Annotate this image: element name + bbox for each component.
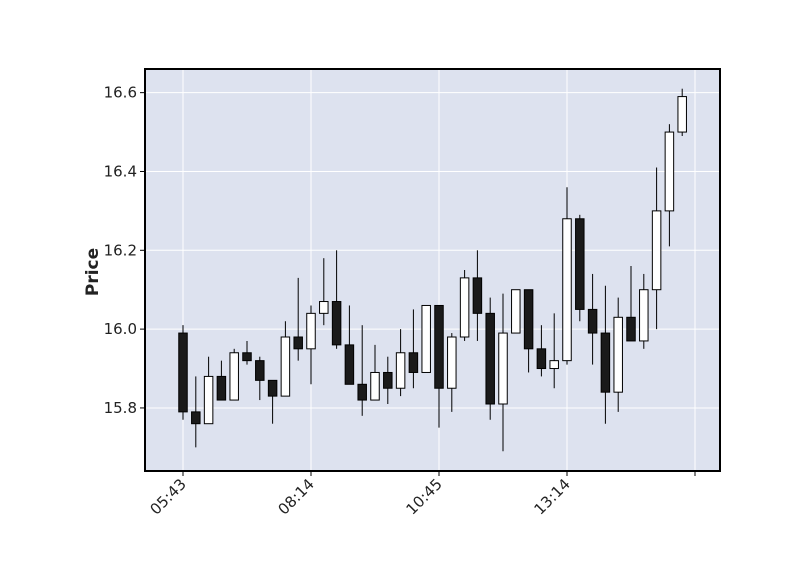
candle <box>664 124 675 247</box>
candle-body-up <box>664 131 675 212</box>
candle-body-down <box>255 360 265 381</box>
candle-body-down <box>216 375 227 401</box>
candle <box>293 277 303 361</box>
candle <box>677 88 687 136</box>
candle-body-down <box>536 348 547 370</box>
x-axis: 05:43 08:14 10:45 13:14 <box>147 471 696 518</box>
candle <box>626 266 636 342</box>
candle <box>280 321 291 397</box>
candle <box>575 214 585 322</box>
candle-body-up <box>562 218 572 362</box>
candle-body-down <box>600 332 611 393</box>
candle <box>536 325 547 377</box>
candles <box>178 88 687 452</box>
plot-frame <box>144 68 721 472</box>
candle-body-up <box>677 96 687 133</box>
candle <box>267 379 278 424</box>
candle-body-down <box>472 277 483 314</box>
candle <box>472 250 483 341</box>
candle <box>459 270 470 341</box>
candle <box>395 329 406 397</box>
candle <box>421 304 431 373</box>
candle-body-up <box>651 210 662 291</box>
candle-body-down <box>485 312 495 405</box>
candle-body-down <box>434 304 444 389</box>
candle-body-up <box>395 352 406 389</box>
y-tick-label: 16.0 <box>104 320 137 338</box>
candle <box>447 333 457 412</box>
candle-body-up <box>370 371 380 401</box>
candle <box>306 305 316 385</box>
candle-body-down <box>344 344 355 385</box>
candle <box>319 258 329 326</box>
candle-body-up <box>447 336 457 389</box>
candle-body-up <box>203 375 214 425</box>
candle-body-down <box>626 316 636 342</box>
candle <box>370 344 380 401</box>
candle <box>191 376 201 448</box>
candle-body-up <box>280 336 291 397</box>
candle <box>357 325 367 416</box>
candle <box>216 360 227 401</box>
candle-body-up <box>613 316 623 393</box>
candle <box>600 285 611 424</box>
candle <box>331 250 342 349</box>
candle-body-up <box>306 312 316 350</box>
candle <box>255 356 265 401</box>
candle-body-down <box>242 352 252 362</box>
candle-body-down <box>357 383 367 401</box>
y-tick-label: 15.8 <box>104 399 137 417</box>
plot-background <box>145 69 720 471</box>
candle-body-down <box>191 411 201 425</box>
candle-body-down <box>408 352 419 373</box>
candle <box>549 313 559 389</box>
candle <box>203 356 214 425</box>
x-tick-label: 10:45 <box>403 475 446 518</box>
candle-body-up <box>319 301 329 314</box>
candle <box>178 325 188 420</box>
candle <box>344 305 355 385</box>
candle <box>498 293 508 452</box>
y-tick-label: 16.4 <box>104 162 137 180</box>
candle-body-down <box>523 289 534 350</box>
candle <box>485 297 495 420</box>
x-tick-label: 08:14 <box>275 475 318 518</box>
candle <box>511 289 521 334</box>
candle-body-up <box>459 277 470 338</box>
candle <box>562 187 572 365</box>
candle-body-up <box>639 289 649 342</box>
x-tick-label: 13:14 <box>531 475 574 518</box>
x-tick-label: 05:43 <box>147 475 190 518</box>
candle <box>242 340 252 365</box>
candle-body-down <box>267 379 278 397</box>
y-axis-label: Price <box>83 248 103 296</box>
candle <box>408 309 419 389</box>
candle-body-down <box>331 301 342 346</box>
candle-body-down <box>383 371 393 389</box>
candle <box>523 289 534 373</box>
candle <box>639 273 649 349</box>
candle <box>651 167 662 330</box>
candle-body-down <box>293 336 303 350</box>
y-tick-label: 16.2 <box>104 241 137 259</box>
y-tick-label: 16.6 <box>104 84 137 102</box>
candle <box>613 297 623 412</box>
candle-body-up <box>511 289 521 334</box>
candle <box>383 356 393 404</box>
candle-body-up <box>421 304 431 373</box>
candle <box>434 304 444 428</box>
y-axis: 15.8 16.0 16.2 16.4 16.6 <box>104 84 145 417</box>
candle <box>229 348 239 401</box>
candle-body-down <box>178 332 188 413</box>
candle <box>587 273 598 365</box>
candle-body-up <box>498 332 508 405</box>
candle-body-down <box>587 308 598 334</box>
candle-body-up <box>229 352 239 401</box>
candle-body-down <box>575 218 585 310</box>
candle-body-up <box>549 360 559 370</box>
